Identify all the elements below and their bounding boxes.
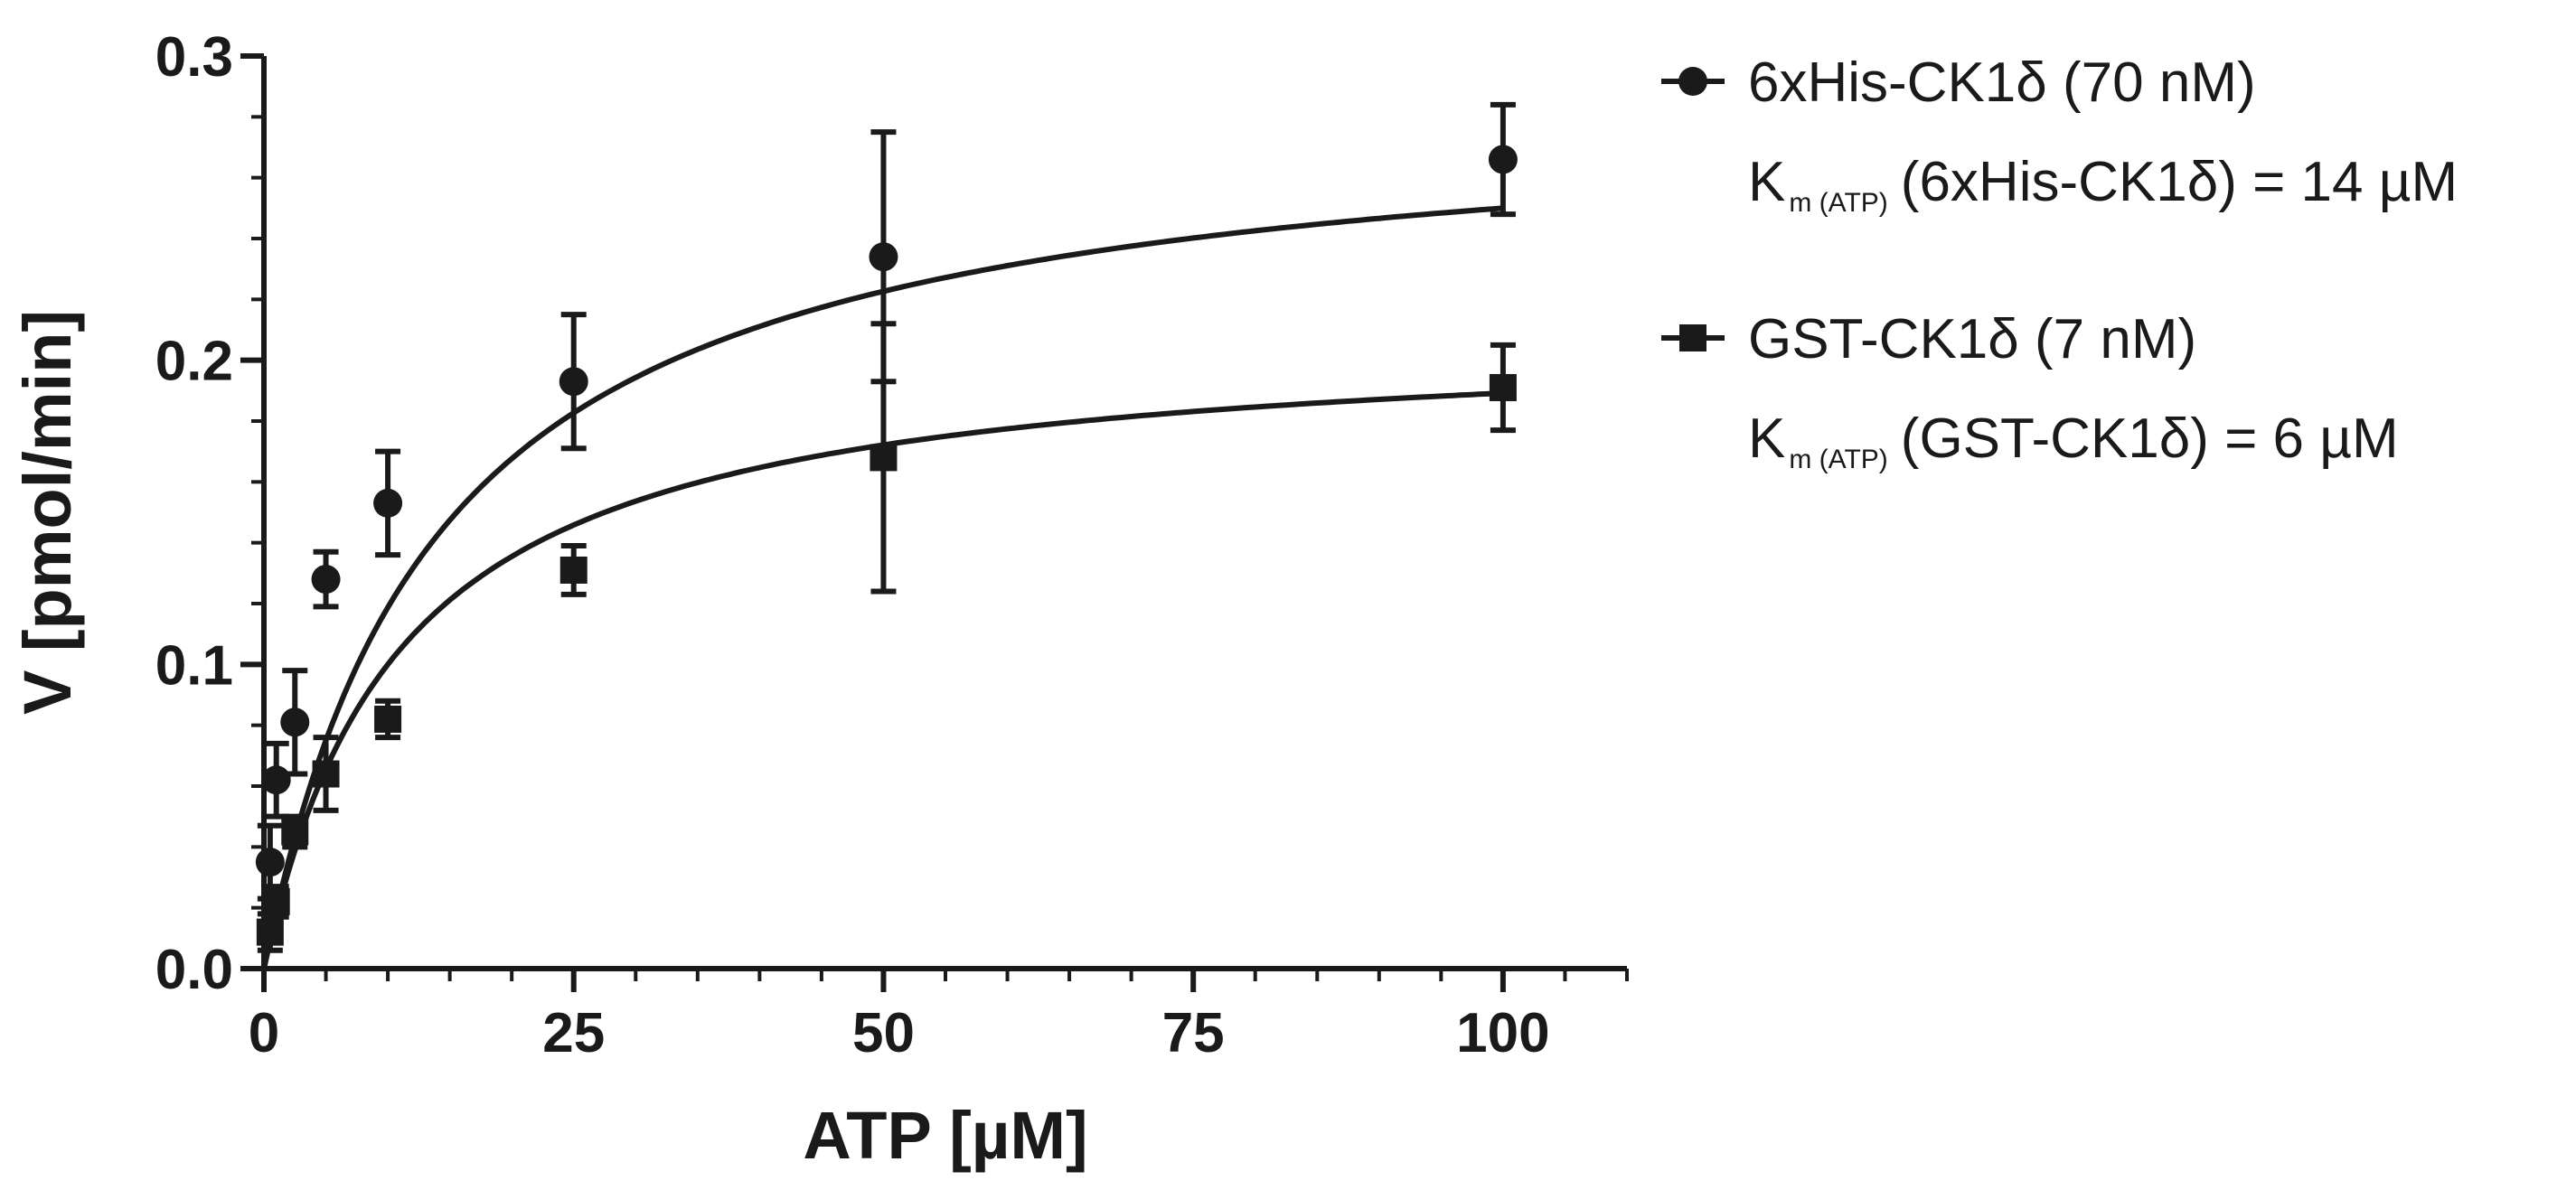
y-tick-label: 0.2	[155, 331, 233, 393]
km-value: (GST-CK1δ) = 6 µM	[1901, 408, 2399, 470]
legend-marker-circle	[1678, 67, 1707, 96]
y-axis-title: V [pmol/min]	[10, 310, 85, 715]
x-tick-label: 50	[852, 1002, 915, 1064]
legend-marker-square	[1679, 324, 1706, 351]
data-point-circle	[869, 242, 898, 272]
legend-label: GST-CK1δ (7 nM)	[1748, 308, 2196, 370]
data-point-circle	[1488, 145, 1518, 174]
x-tick-label: 0	[249, 1002, 279, 1064]
data-point-square	[256, 918, 284, 946]
data-point-circle	[261, 765, 291, 795]
x-tick-label: 25	[542, 1002, 605, 1064]
legend: 6xHis-CK1δ (70 nM) K m (ATP) (6xHis-CK1δ) =…	[1661, 52, 2458, 474]
km-symbol: K	[1748, 408, 1785, 470]
km-subscript: m (ATP)	[1789, 445, 1887, 474]
data-point-square	[870, 444, 898, 472]
x-axis-title: ATP [µM]	[803, 1098, 1087, 1173]
axes: 0 25 50 75 100 0.0 0.1 0.2 0.3 ATP [µM] V [pmol/mi…	[10, 26, 1629, 1173]
data-point-square	[262, 887, 290, 915]
data-point-square	[281, 818, 309, 846]
y-tick-label: 0.1	[155, 634, 233, 697]
data-point-circle	[311, 565, 341, 595]
data-point-circle	[255, 848, 285, 877]
data-point-square	[312, 760, 340, 788]
y-tick-label: 0.0	[155, 939, 233, 1001]
km-symbol: K	[1748, 151, 1785, 213]
y-tick-label: 0.3	[155, 26, 233, 89]
km-subscript: m (ATP)	[1789, 188, 1887, 218]
data-point-square	[1489, 373, 1517, 401]
data-point-circle	[280, 707, 310, 737]
x-tick-label: 75	[1162, 1002, 1225, 1064]
legend-label: 6xHis-CK1δ (70 nM)	[1748, 52, 2256, 114]
data-points	[255, 145, 1518, 946]
x-tick-label: 100	[1456, 1002, 1549, 1064]
data-point-circle	[559, 367, 588, 397]
data-point-square	[559, 556, 588, 584]
data-point-circle	[373, 488, 403, 518]
km-value: (6xHis-CK1δ) = 14 µM	[1901, 151, 2458, 213]
data-point-square	[374, 705, 402, 733]
